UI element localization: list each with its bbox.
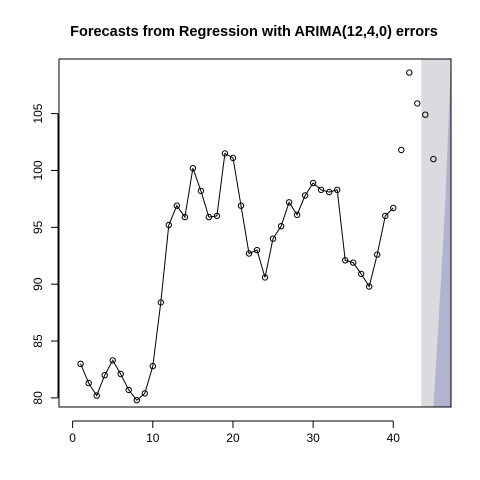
observed-point (390, 204, 397, 212)
observed-point (261, 274, 269, 281)
observed-point (133, 397, 141, 404)
observed-point (301, 192, 309, 199)
observed-point (149, 362, 157, 370)
observed-line (80, 152, 394, 401)
y-tick-label: 80 (31, 391, 45, 405)
observed-point (109, 357, 116, 364)
forecast-point (398, 146, 405, 154)
y-tick-label: 90 (31, 277, 45, 291)
observed-point (141, 390, 149, 397)
x-axis: 0 10 20 30 40 (69, 420, 401, 445)
observed-point (277, 223, 285, 230)
x-tick-label: 10 (146, 431, 160, 445)
y-tick-label: 85 (31, 334, 45, 348)
observed-point (358, 270, 365, 278)
observed-point (117, 370, 124, 378)
observed-point (342, 257, 349, 264)
observed-point (334, 186, 341, 194)
observed-point (229, 154, 237, 162)
observed-point (213, 212, 221, 220)
observed-point (173, 202, 181, 209)
y-tick-label: 95 (31, 220, 45, 234)
observed-point (366, 283, 373, 290)
observed-point (382, 212, 389, 220)
observed-point (205, 213, 213, 221)
observed-point (326, 188, 333, 196)
x-tick-label: 30 (306, 431, 320, 445)
y-tick-label: 100 (31, 160, 45, 180)
observed-point (77, 360, 84, 367)
forecast-point (414, 100, 421, 107)
chart-title: Forecasts from Regression with ARIMA(12,… (70, 24, 438, 40)
observed-point (317, 186, 325, 194)
observed-point (285, 199, 293, 206)
x-tick-label: 0 (69, 431, 76, 445)
observed-point (237, 202, 245, 209)
observed-point (350, 259, 357, 266)
observed-series (77, 150, 397, 404)
observed-point (189, 165, 197, 172)
forecast-point (430, 155, 437, 163)
observed-point (374, 251, 381, 258)
observed-point (181, 213, 189, 221)
observed-point (253, 246, 261, 254)
observed-point (309, 179, 317, 187)
observed-point (293, 211, 301, 219)
observed-point (93, 392, 100, 399)
observed-point (245, 250, 253, 257)
forecast-series (398, 69, 437, 163)
observed-point (101, 372, 108, 379)
observed-point (197, 187, 205, 195)
observed-point (221, 150, 229, 157)
observed-point (125, 386, 132, 394)
observed-point (85, 379, 92, 387)
plot-frame (58, 58, 452, 408)
observed-point (157, 299, 165, 306)
observed-point (165, 221, 173, 229)
x-tick-label: 40 (387, 431, 401, 445)
y-tick-label: 105 (31, 103, 45, 123)
y-axis: 80 85 90 95 100 105 (31, 103, 59, 405)
forecast-point (406, 69, 413, 76)
interval-band-inner (433, 59, 451, 407)
observed-point (269, 235, 277, 242)
prediction-interval-bands (421, 59, 451, 407)
x-tick-label: 20 (226, 431, 240, 445)
forecast-point (422, 111, 429, 118)
